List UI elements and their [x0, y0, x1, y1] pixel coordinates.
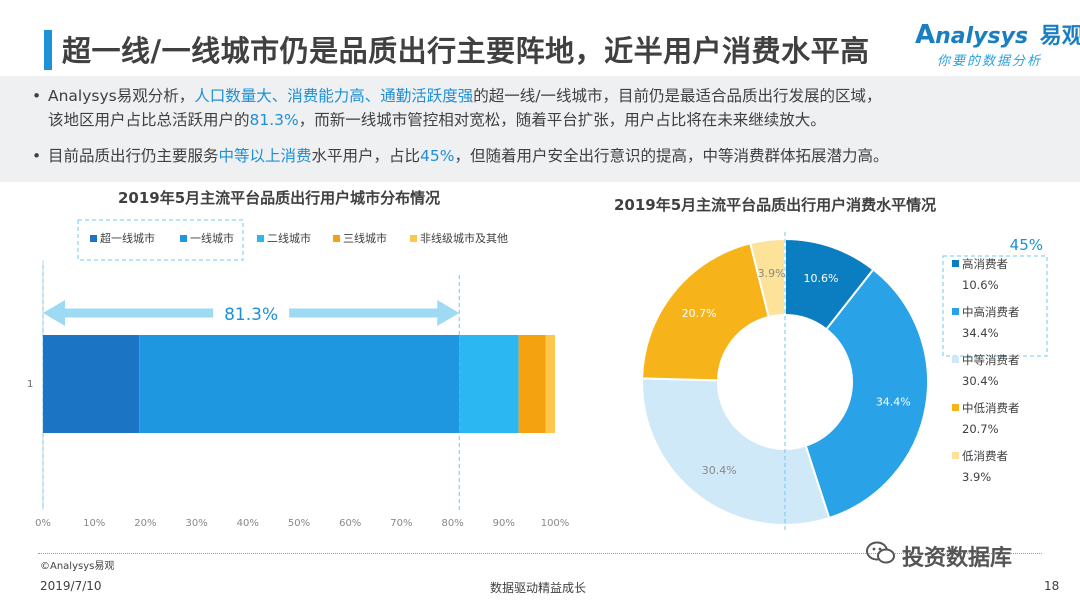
bar-segment-4 [518, 335, 546, 433]
range-arrow-left-head [43, 300, 65, 326]
legend-swatch-1 [90, 235, 97, 242]
bar-chart-title: 2019年5月主流平台品质出行用户城市分布情况 [118, 189, 441, 207]
legend-annotation: 45% [1010, 236, 1043, 254]
bullet-dot: • [32, 87, 42, 105]
x-tick-label: 10% [83, 518, 105, 529]
legend-value-2: 34.4% [962, 326, 999, 340]
legend-swatch-4 [333, 235, 340, 242]
legend-label-1: 超一线城市 [100, 231, 155, 245]
legend-label-5: 非线级城市及其他 [420, 231, 508, 245]
legend-highlight-box [77, 219, 244, 261]
x-tick-label: 40% [237, 518, 259, 529]
page-title: 超一线/一线城市仍是品质出行主要阵地，近半用户消费水平高 [62, 34, 870, 68]
x-tick-label: 100% [541, 518, 570, 529]
legend-swatch-3 [257, 235, 264, 242]
x-tick-label: 50% [288, 518, 310, 529]
category-label: 1 [27, 379, 33, 390]
b2-text-b: 水平用户，占比 [311, 147, 421, 165]
legend-swatch-2 [952, 308, 959, 315]
footer-date: 2019/7/10 [40, 579, 102, 593]
b1-text-b: 的超一线/一线城市，目前仍是最适合品质出行发展的区域， [473, 87, 882, 105]
title-accent-bar [44, 30, 52, 70]
footer-divider [38, 553, 1042, 554]
legend-label-3: 中等消费者 [962, 353, 1020, 367]
footer-source: ©Analysys易观 [40, 561, 115, 572]
range-label: 81.3% [224, 305, 278, 325]
legend-label-2: 一线城市 [190, 231, 234, 245]
watermark-text: 投资数据库 [902, 546, 1013, 571]
b2-highlight-a: 中等以上消费 [218, 147, 312, 165]
range-arrow-right-head [437, 300, 460, 326]
b1-text-a: Analysys易观分析， [48, 87, 195, 105]
x-tick-label: 0% [35, 518, 51, 529]
legend-highlight-box [942, 255, 1048, 357]
bar-segment-5 [545, 335, 555, 433]
legend-label-4: 三线城市 [343, 231, 387, 245]
bar-segment-1 [43, 335, 140, 433]
legend-swatch-4 [952, 404, 959, 411]
legend-swatch-5 [410, 235, 417, 242]
x-tick-label: 90% [493, 518, 515, 529]
legend-label-4: 中低消费者 [962, 401, 1020, 415]
summary-bullet-1: • Analysys易观分析，人口数量大、消费能力高、通勤活跃度强的超一线/一线… [32, 84, 882, 132]
legend-value-5: 3.9% [962, 470, 991, 484]
x-tick-label: 60% [339, 518, 361, 529]
analysys-logo: Analysys 易观 你要的数据分析 [915, 18, 1080, 69]
donut-value-label-5: 3.9% [758, 267, 786, 280]
donut-value-label-4: 20.7% [682, 307, 717, 320]
legend-label-5: 低消费者 [962, 449, 1008, 463]
logo-slogan: 你要的数据分析 [937, 54, 1043, 69]
legend-swatch-3 [952, 356, 959, 363]
footer-page-number: 18 [1044, 579, 1060, 593]
bullet-dot: • [32, 147, 42, 165]
legend-value-1: 10.6% [962, 278, 999, 292]
b1-highlight-b: 81.3% [249, 111, 299, 129]
bar-segment-3 [459, 335, 519, 433]
donut-value-label-1: 10.6% [803, 272, 838, 285]
b2-text-c: ，但随着用户安全出行意识的提高，中等消费群体拓展潜力高。 [454, 147, 889, 165]
bar-segment-2 [139, 335, 460, 433]
legend-label-3: 二线城市 [267, 231, 311, 245]
legend-label-2: 中高消费者 [962, 305, 1020, 319]
summary-panel: • Analysys易观分析，人口数量大、消费能力高、通勤活跃度强的超一线/一线… [0, 76, 1080, 182]
x-tick-label: 20% [134, 518, 156, 529]
donut-slice-5 [749, 237, 786, 319]
donut-chart: 10.6% 34.4% 30.4% 20.7% 3.9% 45%高消费者 10.6% 中高消费… [641, 232, 1048, 530]
donut-slice-2 [804, 268, 929, 520]
x-tick-label: 30% [185, 518, 207, 529]
donut-slice-3 [641, 377, 831, 526]
donut-chart-title: 2019年5月主流平台品质出行用户消费水平情况 [614, 196, 937, 214]
logo-brand: nalysys [935, 24, 1029, 49]
range-label-bg [213, 299, 290, 327]
x-tick-label: 70% [390, 518, 412, 529]
donut-value-label-3: 30.4% [702, 464, 737, 477]
legend-swatch-5 [952, 452, 959, 459]
b1-highlight-a: 人口数量大、消费能力高、通勤活跃度强 [194, 87, 474, 105]
b1-text-c: 该地区用户占比总活跃用户的 [48, 111, 250, 129]
donut-value-label-2: 34.4% [876, 395, 911, 408]
footer-slogan: 数据驱动精益成长 [490, 581, 587, 595]
b2-text-a: 目前品质出行仍主要服务 [48, 147, 219, 165]
legend-value-4: 20.7% [962, 422, 999, 436]
legend-swatch-1 [952, 260, 959, 267]
x-tick-label: 80% [441, 518, 463, 529]
logo-brand-cn: 易观 [1039, 24, 1080, 49]
summary-bullet-2: • 目前品质出行仍主要服务中等以上消费水平用户，占比45%，但随着用户安全出行意… [32, 144, 889, 168]
donut-slice-4 [641, 242, 770, 382]
legend-swatch-2 [180, 235, 187, 242]
logo-a-mark: A [915, 20, 936, 50]
b1-text-d: ，而新一线城市管控相对宽松，随着平台扩张，用户占比将在未来继续放大。 [298, 111, 826, 129]
b2-highlight-b: 45% [420, 147, 455, 165]
wechat-icon [866, 541, 895, 564]
legend-value-3: 30.4% [962, 374, 999, 388]
legend-label-1: 高消费者 [962, 257, 1008, 271]
